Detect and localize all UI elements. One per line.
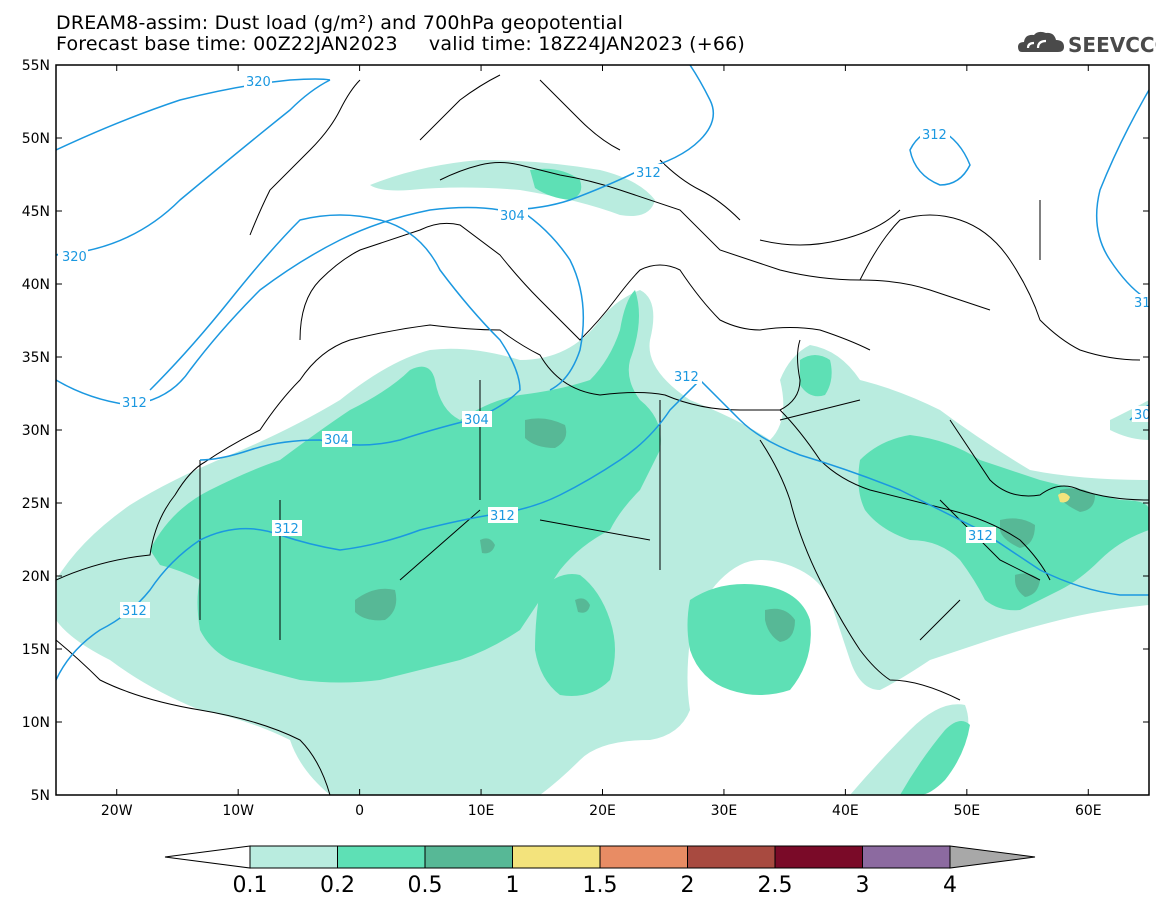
longitude-axis: 20W 10W 0 10E 20E 30E 40E 50E 60E xyxy=(101,65,1102,819)
colorbar-swatch xyxy=(424,845,513,869)
contour-label: 304 xyxy=(464,413,489,428)
colorbar-over-arrow xyxy=(949,845,1036,869)
lon-tick-label: 20W xyxy=(101,803,133,819)
dust-field xyxy=(56,160,1149,795)
cloud-icon xyxy=(1018,31,1064,52)
lat-tick-label: 40N xyxy=(22,277,50,293)
lon-tick-label: 30E xyxy=(711,803,738,819)
dust-level-1 xyxy=(1058,492,1070,503)
contour-label: 31 xyxy=(1134,296,1151,311)
colorbar-swatch xyxy=(862,845,951,869)
contour-label: 312 xyxy=(122,604,147,619)
colorbar-swatch xyxy=(599,845,688,869)
lon-tick-label: 0 xyxy=(355,803,364,819)
latitude-axis: 55N 50N 45N 40N 35N 30N 25N 20N 15N 10N 5N xyxy=(22,58,1149,804)
contour-label: 312 xyxy=(674,370,699,385)
colorbar-under-arrow xyxy=(164,845,251,869)
map-title: DREAM8-assim: Dust load (g/m²) and 700hP… xyxy=(56,12,624,34)
lat-tick-label: 25N xyxy=(22,496,50,512)
coastlines xyxy=(56,74,1149,795)
map-subtitle: Forecast base time: 00Z22JAN2023 valid t… xyxy=(56,33,746,55)
colorbar-swatch xyxy=(337,845,426,869)
lon-tick-label: 60E xyxy=(1075,803,1102,819)
lon-tick-label: 40E xyxy=(832,803,859,819)
colorbar-swatch xyxy=(512,845,601,869)
contour-label: 30 xyxy=(1134,408,1151,423)
lat-tick-label: 55N xyxy=(22,58,50,74)
contour-label: 312 xyxy=(922,128,947,143)
contour-label: 304 xyxy=(324,433,349,448)
lat-tick-label: 45N xyxy=(22,204,50,220)
lon-tick-label: 20E xyxy=(589,803,616,819)
lat-tick-label: 10N xyxy=(22,715,50,731)
lon-tick-label: 10W xyxy=(222,803,254,819)
lat-tick-label: 35N xyxy=(22,350,50,366)
colorbar-swatch xyxy=(687,845,776,869)
colorbar-label: 1.5 xyxy=(583,873,618,898)
contour-label: 312 xyxy=(968,529,993,544)
lon-tick-label: 50E xyxy=(953,803,980,819)
logo-text: SEEVCCC xyxy=(1068,33,1156,57)
colorbar-label: 3 xyxy=(856,873,870,898)
colorbar-label: 2.5 xyxy=(758,873,793,898)
colorbar-label: 2 xyxy=(681,873,695,898)
dust-level-0.5 xyxy=(355,418,1095,642)
colorbar-swatch xyxy=(249,845,338,869)
contour-label: 312 xyxy=(122,396,147,411)
lat-tick-label: 5N xyxy=(31,788,50,804)
contour-label: 312 xyxy=(274,522,299,537)
colorbar: 0.1 0.2 0.5 1 1.5 2 2.5 3 4 xyxy=(164,845,1036,898)
lat-tick-label: 15N xyxy=(22,642,50,658)
lat-tick-label: 50N xyxy=(22,131,50,147)
lon-tick-label: 10E xyxy=(468,803,495,819)
colorbar-label: 0.2 xyxy=(320,873,355,898)
colorbar-label: 0.5 xyxy=(408,873,443,898)
contour-label: 320 xyxy=(246,75,271,90)
colorbar-label: 1 xyxy=(506,873,520,898)
contour-labels: 320 320 312 312 312 312 312 312 312 304 … xyxy=(62,75,1151,619)
lat-tick-label: 20N xyxy=(22,569,50,585)
colorbar-label: 0.1 xyxy=(233,873,268,898)
lat-tick-label: 30N xyxy=(22,423,50,439)
contour-label: 312 xyxy=(490,509,515,524)
contour-label: 304 xyxy=(500,209,525,224)
colorbar-swatch xyxy=(774,845,863,869)
contour-label: 312 xyxy=(636,166,661,181)
seevccc-logo: SEEVCCC xyxy=(1018,31,1156,57)
colorbar-label: 4 xyxy=(943,873,957,898)
contour-label: 320 xyxy=(62,250,87,265)
